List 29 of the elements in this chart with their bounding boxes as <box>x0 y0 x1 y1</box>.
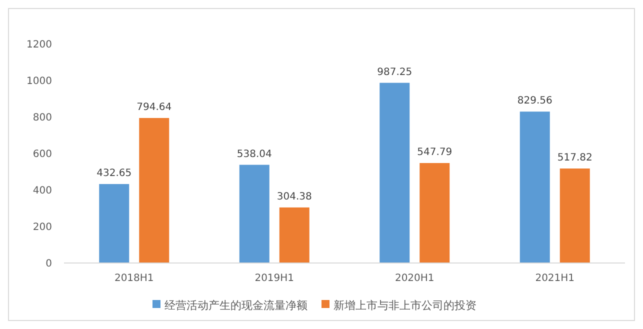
x-tick-label: 2019H1 <box>254 273 294 284</box>
bar <box>139 118 170 263</box>
bar <box>420 163 450 263</box>
data-label: 987.25 <box>377 66 412 78</box>
bar <box>239 164 270 263</box>
y-tick-label: 200 <box>32 222 52 233</box>
y-tick-label: 800 <box>32 112 52 124</box>
legend-label: 经营活动产生的现金流量净额 <box>164 298 308 312</box>
data-label: 547.79 <box>417 147 452 158</box>
data-label: 517.82 <box>557 152 592 164</box>
x-tick-label: 2020H1 <box>394 273 434 284</box>
data-label: 829.56 <box>517 96 552 107</box>
data-label: 538.04 <box>236 148 272 160</box>
data-label: 794.64 <box>136 102 172 113</box>
y-tick-label: 1200 <box>26 40 52 50</box>
legend-label: 新增上市与非上市公司的投资 <box>334 298 476 312</box>
y-tick-label: 600 <box>32 149 52 160</box>
bar <box>99 184 130 263</box>
bar <box>520 112 550 263</box>
data-label: 304.38 <box>276 191 312 202</box>
y-tick-label: 400 <box>32 186 52 196</box>
y-tick-label: 0 <box>46 258 52 270</box>
bar <box>380 82 410 263</box>
data-label: 432.65 <box>96 168 132 180</box>
bar <box>560 168 590 263</box>
y-tick-label: 1000 <box>26 76 52 87</box>
x-tick-label: 2021H1 <box>535 273 575 284</box>
bar <box>279 207 310 263</box>
x-tick-label: 2018H1 <box>114 273 154 284</box>
